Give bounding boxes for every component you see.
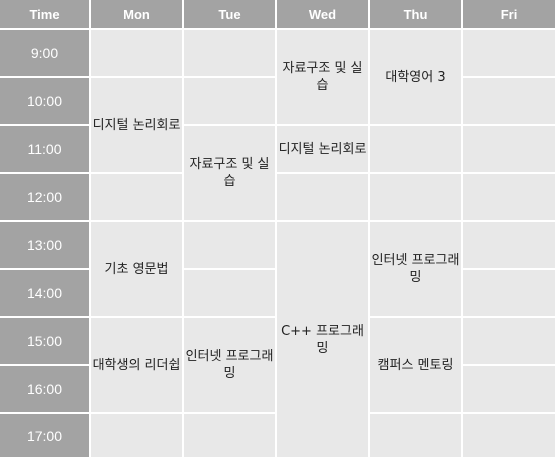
course-block-wed-digital-logic[interactable]: 디지털 논리회로 bbox=[277, 126, 368, 172]
empty-slot bbox=[463, 318, 555, 364]
course-title: 자료구조 및 실습 bbox=[189, 157, 270, 189]
empty-slot bbox=[463, 174, 555, 220]
empty-slot bbox=[277, 174, 368, 220]
empty-slot bbox=[370, 126, 461, 172]
time-slot-11: 11:00 bbox=[0, 126, 89, 172]
header-day-fri: Fri bbox=[463, 0, 555, 28]
empty-slot bbox=[463, 366, 555, 412]
course-title: 디지털 논리회로 bbox=[92, 117, 181, 133]
course-block-wed-data-structures[interactable]: 자료구조 및 실습 bbox=[277, 30, 368, 124]
time-slot-10: 10:00 bbox=[0, 78, 89, 124]
course-block-tue-internet-programming[interactable]: 인터넷 프로그래밍 bbox=[184, 318, 275, 412]
header-time: Time bbox=[0, 0, 89, 28]
course-block-wed-cpp-programming[interactable]: C++ 프로그래밍 bbox=[277, 222, 368, 457]
course-title: C++ 프로그래밍 bbox=[281, 323, 364, 356]
course-title: 자료구조 및 실습 bbox=[282, 61, 363, 93]
course-block-thu-internet-programming[interactable]: 인터넷 프로그래밍 bbox=[370, 222, 461, 316]
header-day-thu: Thu bbox=[370, 0, 461, 28]
course-block-mon-digital-logic[interactable]: 디지털 논리회로 bbox=[91, 78, 182, 172]
time-slot-12: 12:00 bbox=[0, 174, 89, 220]
course-block-mon-basic-grammar[interactable]: 기초 영문법 bbox=[91, 222, 182, 316]
header-day-mon: Mon bbox=[91, 0, 182, 28]
course-title: 인터넷 프로그래밍 bbox=[185, 349, 274, 381]
time-slot-9: 9:00 bbox=[0, 30, 89, 76]
empty-slot bbox=[184, 30, 275, 76]
empty-slot bbox=[463, 30, 555, 76]
time-slot-14: 14:00 bbox=[0, 270, 89, 316]
empty-slot bbox=[370, 414, 461, 457]
empty-slot bbox=[463, 270, 555, 316]
empty-slot bbox=[463, 222, 555, 268]
course-block-thu-campus-mentoring[interactable]: 캠퍼스 멘토링 bbox=[370, 318, 461, 412]
course-title: 대학영어 3 bbox=[385, 69, 446, 85]
empty-slot bbox=[184, 78, 275, 124]
empty-slot bbox=[184, 414, 275, 457]
empty-slot bbox=[463, 78, 555, 124]
empty-slot bbox=[370, 174, 461, 220]
course-block-thu-college-english[interactable]: 대학영어 3 bbox=[370, 30, 461, 124]
empty-slot bbox=[184, 222, 275, 268]
course-title: 디지털 논리회로 bbox=[278, 141, 367, 157]
time-slot-13: 13:00 bbox=[0, 222, 89, 268]
time-slot-16: 16:00 bbox=[0, 366, 89, 412]
course-title: 대학생의 리더쉽 bbox=[92, 357, 181, 373]
empty-slot bbox=[91, 414, 182, 457]
empty-slot bbox=[463, 414, 555, 457]
header-day-tue: Tue bbox=[184, 0, 275, 28]
header-day-wed: Wed bbox=[277, 0, 368, 28]
empty-slot bbox=[184, 270, 275, 316]
time-slot-17: 17:00 bbox=[0, 414, 89, 457]
time-slot-15: 15:00 bbox=[0, 318, 89, 364]
empty-slot bbox=[91, 30, 182, 76]
course-title: 캠퍼스 멘토링 bbox=[377, 357, 454, 373]
course-block-mon-leadership[interactable]: 대학생의 리더쉽 bbox=[91, 318, 182, 412]
course-title: 인터넷 프로그래밍 bbox=[371, 253, 460, 285]
empty-slot bbox=[463, 126, 555, 172]
empty-slot bbox=[91, 174, 182, 220]
course-title: 기초 영문법 bbox=[104, 261, 169, 277]
course-block-tue-data-structures[interactable]: 자료구조 및 실습 bbox=[184, 126, 275, 220]
